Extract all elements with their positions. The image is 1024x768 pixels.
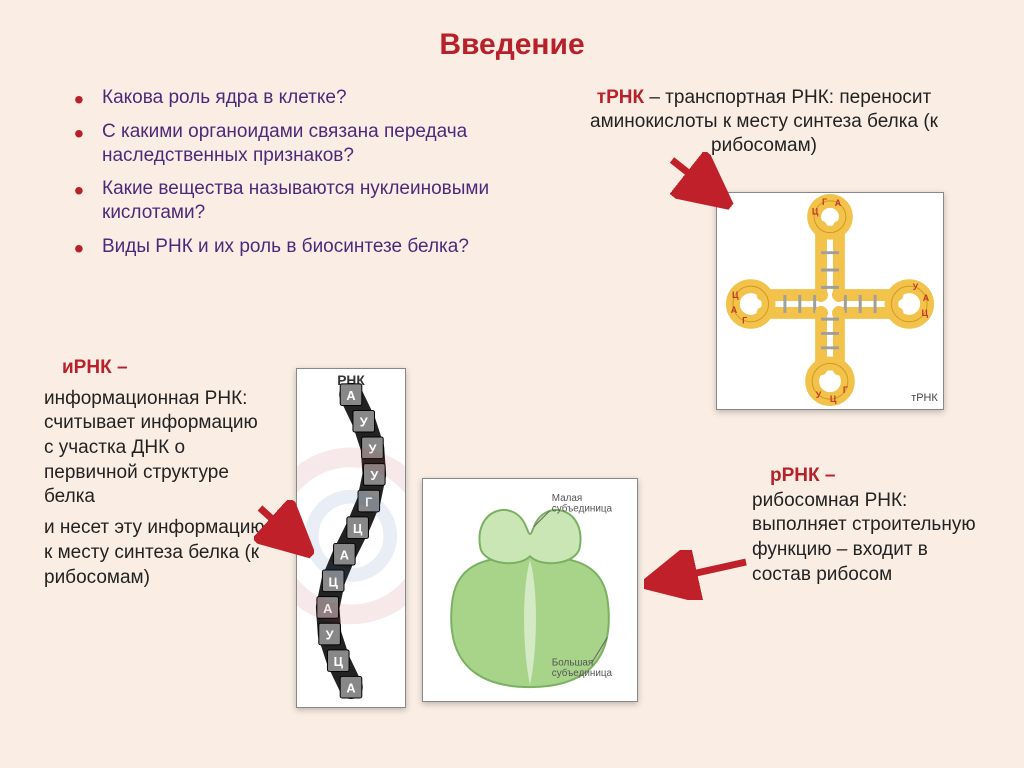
bullet-item: Какова роль ядра в клетке? xyxy=(74,86,494,110)
svg-text:Ц: Ц xyxy=(921,308,928,318)
svg-text:Большаясубъединица: Большаясубъединица xyxy=(552,657,613,679)
svg-text:Г: Г xyxy=(843,385,848,395)
irna-para1: информационная РНК: считывает информацию… xyxy=(44,387,272,510)
svg-text:Малаясубъединица: Малаясубъединица xyxy=(552,493,613,515)
bullet-list: Какова роль ядра в клетке? С какими орга… xyxy=(74,86,494,269)
irna-label: иРНК – xyxy=(62,357,128,378)
irna-para2: и несет эту информацию к месту синтеза б… xyxy=(44,516,272,590)
irna-description: иРНК – информационная РНК: считывает инф… xyxy=(44,356,272,596)
svg-text:А: А xyxy=(923,293,930,303)
ribosome-diagram: Малаясубъединица Большаясубъединица xyxy=(422,478,638,702)
svg-text:Ц: Ц xyxy=(830,394,837,404)
svg-text:Г: Г xyxy=(742,316,747,326)
arrow-rrna-icon xyxy=(644,550,754,600)
bullet-item: Какие вещества называются нуклеиновыми к… xyxy=(74,177,494,225)
svg-text:У: У xyxy=(816,390,822,400)
slide-title: Введение xyxy=(0,28,1024,62)
svg-text:А: А xyxy=(731,305,738,315)
arrow-trna-icon xyxy=(664,152,734,212)
trna-label: тРНК xyxy=(597,87,644,108)
bullet-item: Виды РНК и их роль в биосинтезе белка? xyxy=(74,235,494,259)
bullet-item: С какими органоидами связана передача на… xyxy=(74,120,494,168)
arrow-irna-icon xyxy=(254,500,314,560)
rrna-description: рРНК – рибосомная РНК: выполняет строите… xyxy=(752,464,986,587)
trna-diagram: ЦГАГАЦУАЦГЦУтРНК xyxy=(716,192,944,410)
rrna-text: рибосомная РНК: выполняет строительную ф… xyxy=(752,489,986,588)
svg-text:У: У xyxy=(913,282,919,292)
svg-text:А: А xyxy=(835,198,842,208)
rrna-label: рРНК – xyxy=(770,465,835,486)
svg-text:Ц: Ц xyxy=(732,290,739,300)
svg-text:Г: Г xyxy=(822,197,827,207)
svg-text:тРНК: тРНК xyxy=(911,392,938,404)
trna-description: тРНК – транспортная РНК: переносит амино… xyxy=(564,86,964,157)
svg-text:Ц: Ц xyxy=(812,206,819,216)
